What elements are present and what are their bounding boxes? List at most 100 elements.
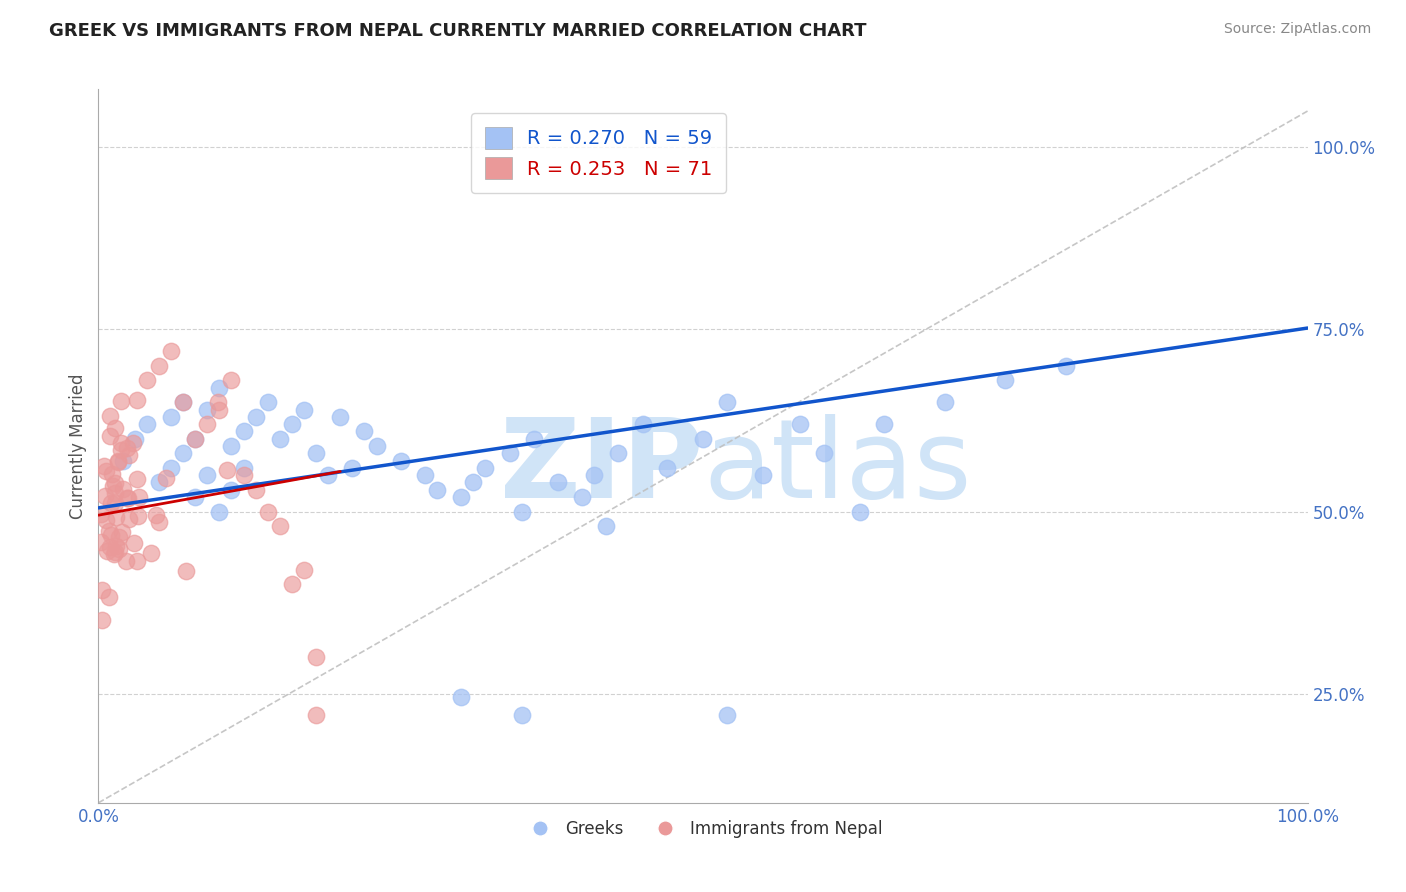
Point <box>96 464 118 478</box>
Point <box>281 577 304 591</box>
Point <box>96 544 118 558</box>
Point <box>281 417 304 432</box>
Point <box>104 539 127 553</box>
Point <box>98 409 121 423</box>
Point <box>117 449 139 463</box>
Point <box>110 393 132 408</box>
Point <box>245 483 267 497</box>
Point <box>207 394 229 409</box>
Point <box>245 409 267 424</box>
Point <box>155 471 177 485</box>
Point <box>184 432 207 446</box>
Point <box>91 613 114 627</box>
Point <box>122 436 145 450</box>
Point <box>873 417 896 432</box>
Point <box>221 374 243 388</box>
Point <box>90 535 112 549</box>
Point <box>127 508 149 523</box>
Point <box>98 429 121 443</box>
Point <box>107 455 129 469</box>
Point <box>208 504 231 518</box>
Point <box>90 508 112 522</box>
Point <box>221 439 243 453</box>
Point <box>450 690 472 705</box>
Point <box>172 395 194 409</box>
Point <box>124 536 146 550</box>
Point <box>510 504 533 518</box>
Point <box>221 483 243 497</box>
Point <box>110 436 132 450</box>
Point <box>124 432 146 446</box>
Point <box>607 446 630 460</box>
Point <box>498 446 520 460</box>
Point <box>184 432 207 446</box>
Point <box>256 504 278 518</box>
Point <box>232 460 254 475</box>
Point <box>104 495 127 509</box>
Text: atlas: atlas <box>703 414 972 521</box>
Point <box>104 544 127 558</box>
Point <box>269 519 291 533</box>
Point <box>523 432 546 446</box>
Point <box>547 475 569 490</box>
Point <box>91 582 114 597</box>
Point <box>148 359 170 373</box>
Point <box>111 482 134 496</box>
Point <box>108 530 131 544</box>
Point <box>97 590 120 604</box>
Point <box>160 409 183 424</box>
Text: GREEK VS IMMIGRANTS FROM NEPAL CURRENTLY MARRIED CORRELATION CHART: GREEK VS IMMIGRANTS FROM NEPAL CURRENTLY… <box>49 22 866 40</box>
Point <box>174 564 197 578</box>
Text: Source: ZipAtlas.com: Source: ZipAtlas.com <box>1223 22 1371 37</box>
Point <box>716 708 738 723</box>
Point <box>208 381 231 395</box>
Point <box>353 425 375 439</box>
Point <box>160 344 183 359</box>
Point <box>716 395 738 409</box>
Point <box>571 490 593 504</box>
Point <box>510 708 533 723</box>
Point <box>305 446 328 460</box>
Point <box>111 453 134 467</box>
Point <box>100 527 122 541</box>
Point <box>148 475 170 490</box>
Legend: Greeks, Immigrants from Nepal: Greeks, Immigrants from Nepal <box>517 814 889 845</box>
Point <box>118 512 141 526</box>
Point <box>108 541 131 556</box>
Point <box>127 554 149 568</box>
Point <box>96 513 118 527</box>
Point <box>127 472 149 486</box>
Point <box>426 483 449 497</box>
Point <box>128 491 150 505</box>
Point <box>184 490 207 504</box>
Text: ZIP: ZIP <box>499 414 703 521</box>
Point <box>111 524 134 539</box>
Point <box>305 650 328 665</box>
Point <box>692 432 714 446</box>
Point <box>413 468 436 483</box>
Point <box>292 563 315 577</box>
Point <box>292 402 315 417</box>
Point <box>195 402 218 417</box>
Point <box>145 508 167 522</box>
Point <box>366 439 388 453</box>
Point <box>752 468 775 483</box>
Point <box>934 395 956 409</box>
Point <box>789 417 811 432</box>
Point <box>232 425 254 439</box>
Point <box>104 475 127 490</box>
Point <box>849 504 872 518</box>
Point <box>115 554 138 568</box>
Point <box>97 524 120 539</box>
Point <box>148 515 170 529</box>
Point <box>215 463 238 477</box>
Point <box>269 432 291 446</box>
Point <box>329 409 352 424</box>
Point <box>316 468 339 483</box>
Point <box>342 460 364 475</box>
Point <box>994 374 1017 388</box>
Point <box>195 468 218 483</box>
Point <box>256 395 278 409</box>
Point <box>474 460 496 475</box>
Point <box>104 421 127 435</box>
